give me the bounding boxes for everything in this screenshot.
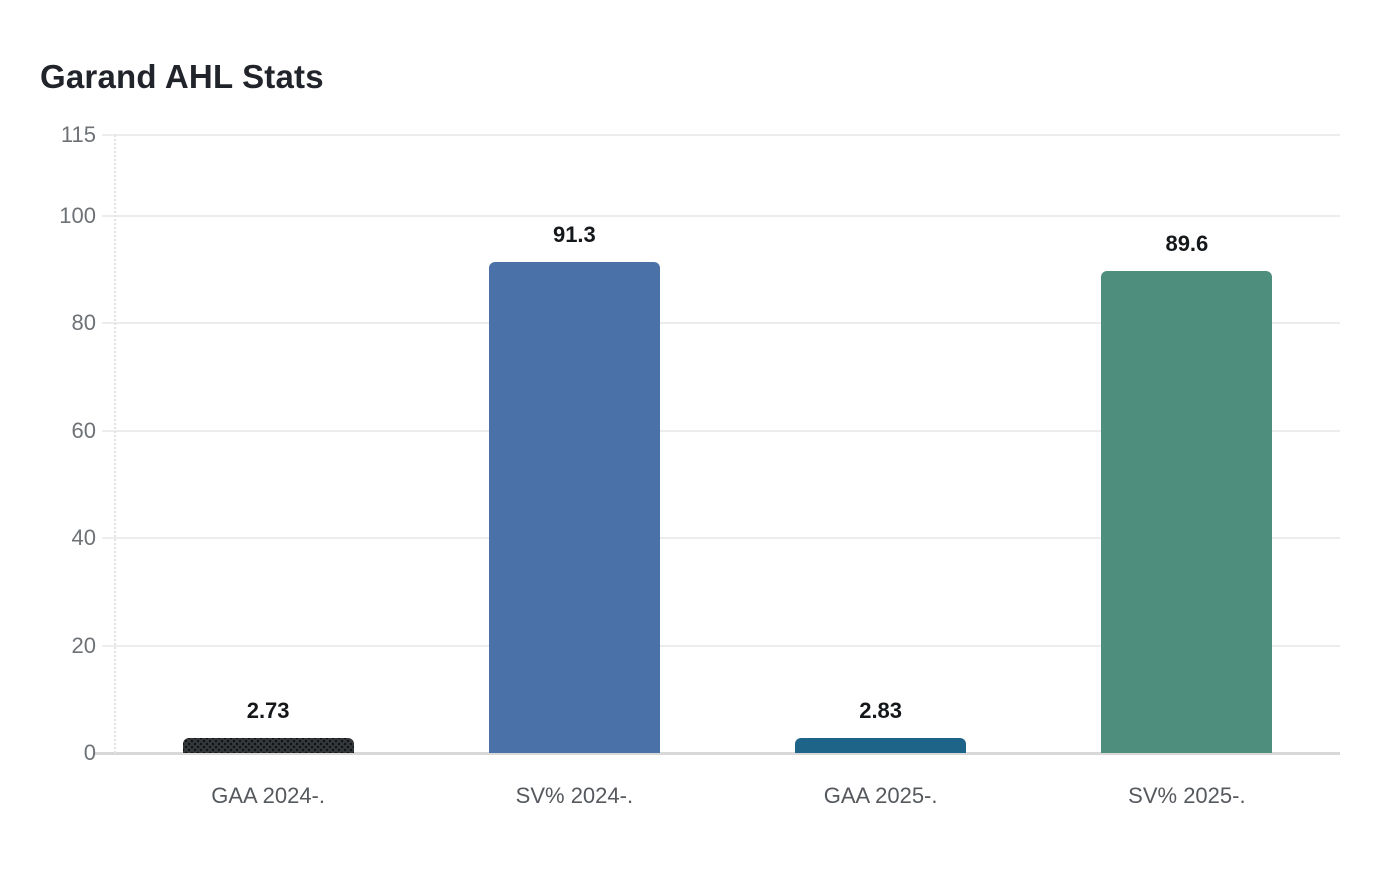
y-axis-tick-label: 20 (71, 632, 96, 658)
gridline (102, 322, 1340, 325)
x-axis-category-label-gaa-2024: GAA 2024-. (211, 783, 325, 808)
bar-gaa-2025 (795, 737, 967, 753)
bar-sv-2024 (488, 262, 660, 753)
bar-value-label-gaa-2024: 2.73 (246, 698, 290, 724)
y-axis-tick-label: 0 (83, 740, 96, 765)
y-axis-tick-label: 40 (71, 525, 96, 551)
gridline (102, 644, 1340, 647)
bar-sv-2025 (1101, 271, 1273, 753)
gridline (102, 134, 1340, 136)
bar-value-label-sv-2024: 91.3 (552, 222, 596, 248)
bar-value-label-sv-2025: 89.6 (1165, 231, 1209, 257)
x-axis-category-label-sv-2024: SV% 2024-. (515, 783, 634, 808)
gridline (102, 537, 1340, 540)
y-axis-tick-label: 100 (59, 202, 96, 228)
y-axis-line (114, 135, 116, 753)
x-axis-category-label-sv-2025: SV% 2025-. (1128, 783, 1246, 808)
gridline (102, 429, 1340, 432)
bar-value-label-gaa-2025: 2.83 (859, 697, 903, 723)
y-axis-tick-label: 80 (71, 310, 96, 336)
gridline (102, 214, 1340, 217)
x-axis-category-label-gaa-2025: GAA 2025-. (823, 783, 938, 808)
chart-title: Garand AHL Stats (40, 58, 324, 95)
x-axis-line (95, 751, 1340, 755)
y-axis-tick-label: 115 (60, 122, 96, 147)
y-axis-tick-label: 60 (71, 417, 96, 443)
bar-gaa-2024 (182, 738, 354, 753)
